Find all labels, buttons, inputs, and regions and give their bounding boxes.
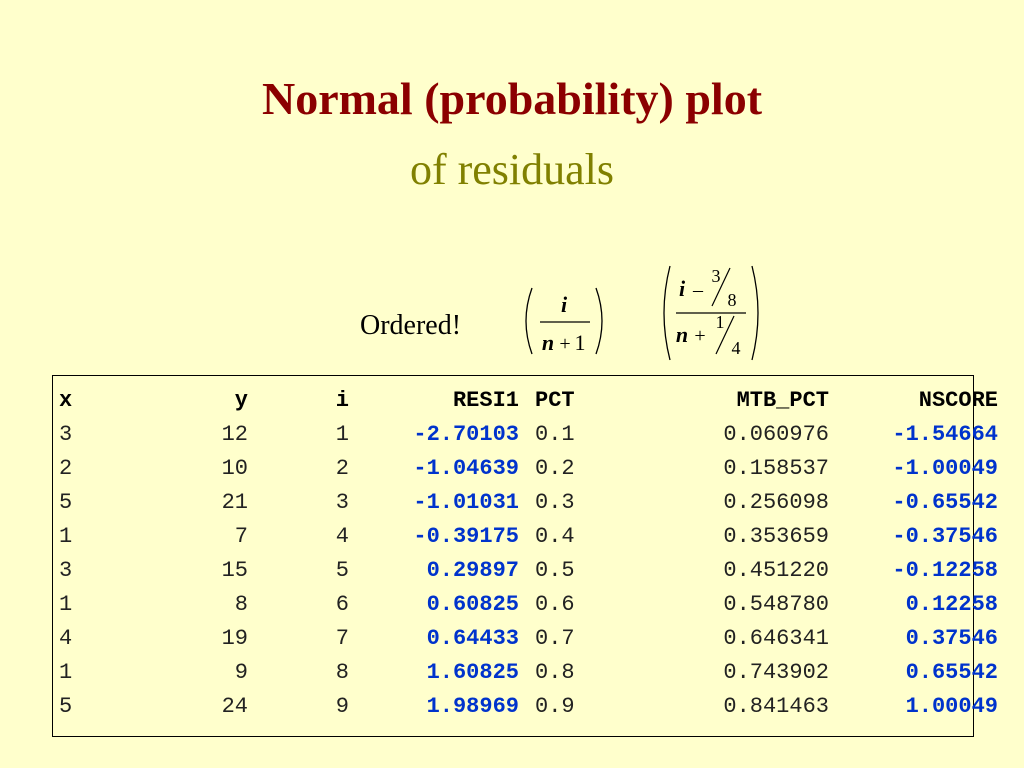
cell-i: 6 [335, 592, 349, 617]
cell-resi1: 0.29897 [426, 558, 519, 583]
formula1-numerator: i [561, 292, 568, 317]
cell-x: 4 [59, 626, 73, 651]
residuals-table: x y i RESI1 PCT MTB_PCT NSCORE 3 12 1 -2.70… [52, 375, 998, 737]
table-row: 1 8 6 0.60825 0.6 0.548780 0.12258 [53, 588, 998, 622]
cell-i: 5 [335, 558, 349, 583]
header-x: x [59, 388, 73, 413]
cell-y: 19 [221, 626, 248, 651]
cell-y: 12 [221, 422, 248, 447]
header-nscore: NSCORE [918, 388, 998, 413]
cell-i: 8 [335, 660, 349, 685]
cell-pct: 0.7 [535, 626, 575, 651]
header-resi1: RESI1 [452, 388, 519, 413]
cell-pct: 0.5 [535, 558, 575, 583]
header-mtb-pct: MTB_PCT [736, 388, 829, 413]
header-y: y [234, 388, 248, 413]
cell-x: 5 [59, 490, 73, 515]
cell-resi1: 1.60825 [426, 660, 519, 685]
formula2-den-op: + [694, 325, 705, 347]
cell-i: 9 [335, 694, 349, 719]
cell-x: 1 [59, 592, 73, 617]
cell-pct: 0.6 [535, 592, 575, 617]
cell-pct: 0.9 [535, 694, 575, 719]
cell-nscore: -1.54664 [892, 422, 998, 447]
cell-x: 5 [59, 694, 73, 719]
cell-resi1: -2.70103 [413, 422, 519, 447]
slide-subtitle: of residuals [409, 145, 615, 194]
slide-title: Normal (probability) plot [261, 73, 763, 124]
cell-mtb-pct: 0.548780 [723, 592, 829, 617]
formula1-den-num: 1 [575, 330, 586, 355]
formula-i-over-n-plus-1: i n + 1 [525, 287, 603, 355]
ordered-label: Ordered! [360, 310, 462, 341]
cell-y: 21 [221, 490, 248, 515]
cell-x: 2 [59, 456, 73, 481]
cell-y: 9 [234, 660, 248, 685]
formula2-num-op: – [692, 279, 704, 301]
formula2-num-var: i [679, 276, 686, 301]
cell-pct: 0.3 [535, 490, 575, 515]
cell-mtb-pct: 0.158537 [723, 456, 829, 481]
cell-i: 3 [335, 490, 349, 515]
cell-mtb-pct: 0.060976 [723, 422, 829, 447]
cell-resi1: -1.04639 [413, 456, 519, 481]
formula1-den-n: n [542, 330, 554, 355]
formula2-den-bottom: 4 [732, 338, 741, 358]
table-row: 3 12 1 -2.70103 0.1 0.060976 -1.54664 [53, 418, 998, 452]
cell-pct: 0.2 [535, 456, 575, 481]
cell-mtb-pct: 0.256098 [723, 490, 829, 515]
cell-nscore: 0.12258 [905, 592, 998, 617]
cell-i: 4 [335, 524, 349, 549]
cell-nscore: -1.00049 [892, 456, 998, 481]
cell-y: 24 [221, 694, 248, 719]
cell-y: 7 [234, 524, 248, 549]
cell-x: 1 [59, 524, 73, 549]
header-i: i [335, 388, 349, 413]
cell-pct: 0.8 [535, 660, 575, 685]
cell-mtb-pct: 0.646341 [723, 626, 829, 651]
cell-mtb-pct: 0.353659 [723, 524, 829, 549]
formula-blom-adjusted: i – 3 8 n + 1 4 [663, 265, 759, 361]
cell-i: 1 [335, 422, 349, 447]
formula2-num-top: 3 [712, 266, 721, 286]
table-row: 1 7 4 -0.39175 0.4 0.353659 -0.37546 [53, 520, 998, 554]
cell-resi1: 0.64433 [426, 626, 519, 651]
cell-nscore: 0.37546 [905, 626, 998, 651]
cell-resi1: -0.39175 [413, 524, 519, 549]
cell-mtb-pct: 0.451220 [723, 558, 829, 583]
cell-resi1: 0.60825 [426, 592, 519, 617]
header-pct: PCT [535, 388, 575, 413]
table-row: 1 9 8 1.60825 0.8 0.743902 0.65542 [53, 656, 998, 690]
cell-i: 7 [335, 626, 349, 651]
cell-resi1: -1.01031 [413, 490, 519, 515]
cell-x: 3 [59, 422, 73, 447]
cell-mtb-pct: 0.841463 [723, 694, 829, 719]
formula2-den-var: n [676, 322, 688, 347]
table-row: 5 24 9 1.98969 0.9 0.841463 1.00049 [53, 690, 998, 724]
cell-y: 10 [221, 456, 248, 481]
cell-resi1: 1.98969 [426, 694, 519, 719]
cell-y: 15 [221, 558, 248, 583]
cell-i: 2 [335, 456, 349, 481]
table-header-row: x y i RESI1 PCT MTB_PCT NSCORE [53, 384, 998, 418]
cell-nscore: 0.65542 [905, 660, 998, 685]
table-row: 4 19 7 0.64433 0.7 0.646341 0.37546 [53, 622, 998, 656]
cell-nscore: -0.65542 [892, 490, 998, 515]
cell-nscore: -0.12258 [892, 558, 998, 583]
table-row: 3 15 5 0.29897 0.5 0.451220 -0.12258 [53, 554, 998, 588]
table-row: 2 10 2 -1.04639 0.2 0.158537 -1.00049 [53, 452, 998, 486]
cell-mtb-pct: 0.743902 [723, 660, 829, 685]
formula2-den-top: 1 [716, 312, 725, 332]
cell-x: 3 [59, 558, 73, 583]
cell-nscore: 1.00049 [905, 694, 998, 719]
cell-nscore: -0.37546 [892, 524, 998, 549]
formula1-den-op: + [559, 333, 570, 355]
formula2-num-bottom: 8 [728, 290, 737, 310]
cell-pct: 0.1 [535, 422, 575, 447]
cell-y: 8 [234, 592, 248, 617]
cell-pct: 0.4 [535, 524, 575, 549]
table-row: 5 21 3 -1.01031 0.3 0.256098 -0.65542 [53, 486, 998, 520]
cell-x: 1 [59, 660, 73, 685]
